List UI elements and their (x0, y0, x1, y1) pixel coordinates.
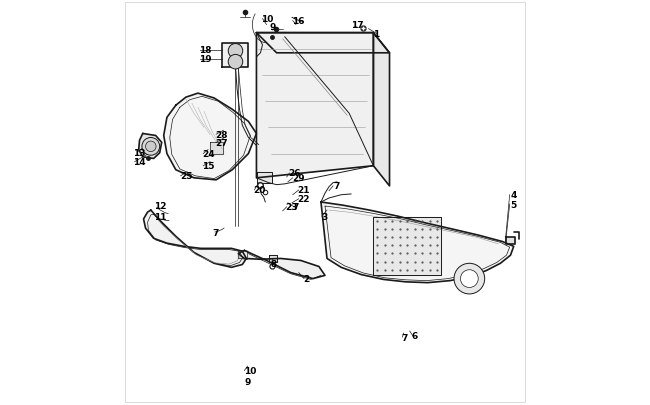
Text: 19: 19 (199, 55, 212, 64)
Text: 9: 9 (269, 23, 276, 32)
Text: 24: 24 (202, 150, 215, 159)
Text: 21: 21 (298, 186, 310, 195)
Text: 2: 2 (303, 275, 309, 284)
Text: 23: 23 (285, 203, 298, 212)
Text: 15: 15 (202, 162, 215, 171)
Polygon shape (269, 256, 277, 262)
Polygon shape (239, 251, 248, 260)
Circle shape (146, 142, 156, 152)
Polygon shape (373, 34, 389, 186)
Text: 13: 13 (133, 149, 146, 158)
Text: 22: 22 (298, 195, 310, 204)
Circle shape (460, 270, 478, 288)
Polygon shape (239, 251, 325, 279)
Polygon shape (144, 211, 246, 268)
Text: 5: 5 (510, 200, 517, 209)
Polygon shape (373, 218, 441, 275)
Text: 7: 7 (402, 333, 408, 342)
Circle shape (142, 138, 160, 156)
Text: 4: 4 (510, 191, 517, 200)
Text: 27: 27 (215, 139, 228, 147)
Polygon shape (164, 94, 257, 180)
Text: 3: 3 (321, 212, 327, 221)
Polygon shape (257, 34, 373, 178)
Text: 20: 20 (254, 186, 266, 195)
Text: 29: 29 (292, 174, 305, 183)
Circle shape (228, 55, 242, 70)
Text: 8: 8 (270, 259, 277, 268)
Circle shape (228, 45, 242, 59)
Text: 18: 18 (199, 46, 212, 55)
Polygon shape (222, 44, 248, 68)
Text: 6: 6 (411, 332, 418, 341)
Text: 28: 28 (215, 130, 227, 139)
Polygon shape (138, 134, 162, 159)
Text: 10: 10 (261, 15, 274, 24)
Text: 17: 17 (351, 21, 364, 30)
Text: 25: 25 (180, 172, 192, 181)
Text: 9: 9 (244, 377, 251, 386)
Circle shape (454, 264, 485, 294)
Text: 16: 16 (292, 17, 304, 26)
Text: 7: 7 (292, 202, 298, 211)
Text: 11: 11 (153, 212, 166, 221)
Polygon shape (257, 34, 389, 54)
Text: 7: 7 (212, 228, 218, 237)
Text: 1: 1 (373, 30, 380, 39)
Polygon shape (257, 173, 272, 183)
Polygon shape (506, 238, 515, 245)
Polygon shape (321, 202, 514, 283)
Text: 10: 10 (244, 366, 257, 375)
Text: 12: 12 (153, 201, 166, 210)
Text: 7: 7 (333, 182, 339, 191)
Text: 14: 14 (133, 158, 146, 167)
Text: 26: 26 (289, 169, 301, 178)
Polygon shape (210, 142, 224, 154)
